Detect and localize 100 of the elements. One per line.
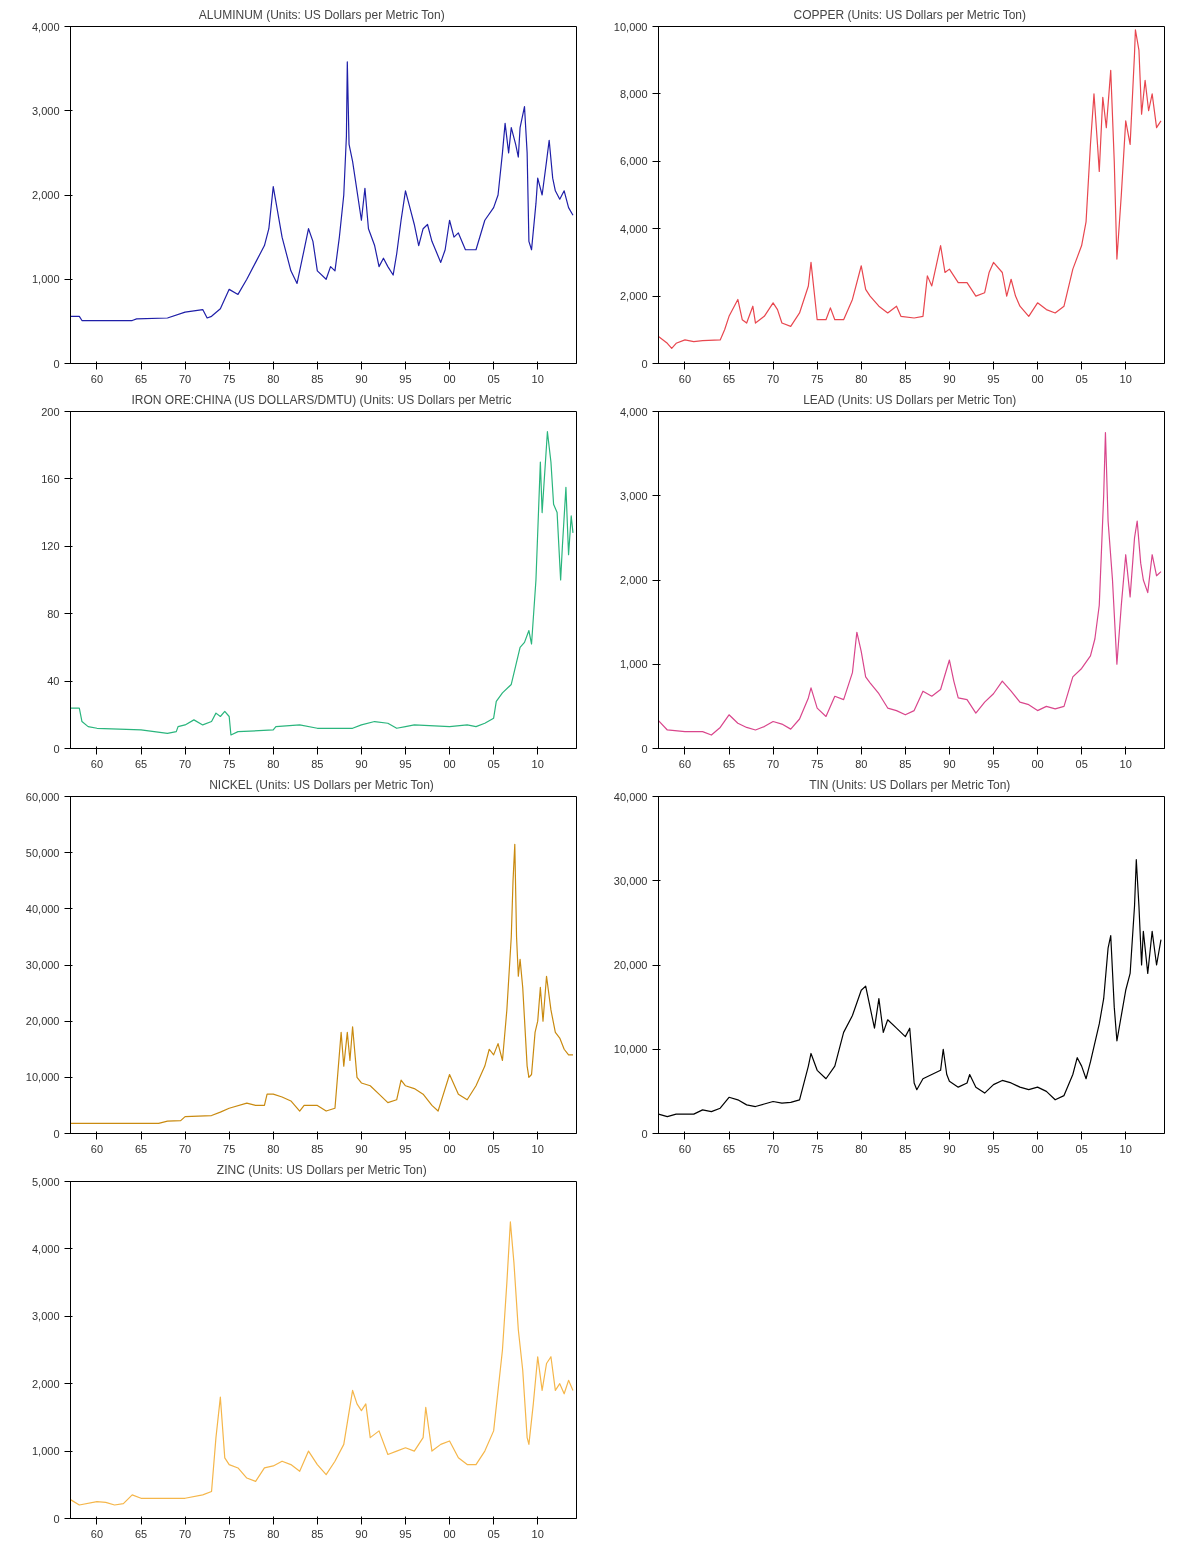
- x-tick-label: 00: [1031, 1142, 1044, 1155]
- x-tick-label: 70: [766, 1142, 780, 1155]
- y-tick-label: 2,000: [619, 574, 648, 586]
- x-tick-label: 10: [531, 1142, 544, 1155]
- x-tick-label: 60: [90, 1142, 104, 1155]
- x-tick-label: 95: [399, 1527, 412, 1540]
- y-tick-label: 1,000: [31, 273, 60, 286]
- x-tick-label: 80: [855, 1142, 868, 1155]
- x-tick-label: 75: [223, 1527, 236, 1540]
- x-tick-label: 90: [943, 372, 956, 385]
- x-tick-label: 00: [1031, 757, 1044, 770]
- x-tick-label: 60: [678, 1142, 692, 1155]
- x-tick-label: 65: [134, 1142, 148, 1155]
- y-tick-label: 8,000: [619, 87, 648, 100]
- x-tick-label: 90: [355, 1527, 368, 1540]
- x-tick-label: 80: [267, 1142, 280, 1155]
- x-tick-label: 05: [487, 1142, 500, 1155]
- x-tick-label: 05: [487, 1527, 500, 1540]
- x-tick-label: 05: [487, 757, 500, 770]
- x-tick-label: 75: [811, 757, 824, 770]
- x-tick-label: 75: [811, 372, 824, 385]
- x-tick-label: 75: [811, 1142, 824, 1155]
- y-tick-label: 2,000: [619, 290, 648, 303]
- chart-title: ALUMINUM (Units: US Dollars per Metric Ton): [198, 7, 445, 22]
- x-tick-label: 65: [134, 372, 148, 385]
- x-tick-label: 95: [399, 372, 412, 385]
- y-tick-label: 0: [641, 357, 648, 370]
- y-tick-label: 0: [53, 1512, 60, 1525]
- y-tick-label: 5,000: [31, 1175, 60, 1188]
- y-tick-label: 0: [53, 742, 60, 755]
- x-tick-label: 80: [267, 757, 280, 770]
- y-tick-label: 0: [641, 742, 648, 755]
- y-tick-label: 1,000: [31, 1445, 60, 1458]
- x-tick-label: 65: [722, 1142, 736, 1155]
- x-tick-label: 65: [722, 372, 736, 385]
- y-tick-label: 2,000: [31, 189, 60, 201]
- x-tick-label: 85: [311, 1527, 324, 1540]
- chart-title: NICKEL (Units: US Dollars per Metric Ton): [209, 777, 434, 792]
- x-tick-label: 75: [223, 757, 236, 770]
- x-tick-label: 65: [134, 757, 148, 770]
- chart-title: TIN (Units: US Dollars per Metric Ton): [809, 777, 1011, 792]
- x-tick-label: 75: [223, 372, 236, 385]
- x-tick-label: 85: [311, 1142, 324, 1155]
- x-tick-label: 05: [1075, 1142, 1088, 1155]
- chart-title: IRON ORE:CHINA (US DOLLARS/DMTU) (Units: US Dollars per Metric: [131, 392, 512, 407]
- y-tick-label: 4,000: [31, 1242, 60, 1255]
- x-tick-label: 95: [987, 372, 1000, 385]
- x-tick-label: 90: [943, 1142, 956, 1155]
- y-tick-label: 60,000: [25, 790, 60, 803]
- y-tick-label: 50,000: [25, 846, 60, 859]
- x-tick-label: 60: [678, 757, 692, 770]
- x-tick-label: 95: [399, 757, 412, 770]
- y-tick-label: 10,000: [613, 1043, 648, 1056]
- x-tick-label: 10: [531, 372, 544, 385]
- y-tick-label: 160: [41, 472, 60, 485]
- x-tick-label: 00: [443, 757, 456, 770]
- chart-title: COPPER (Units: US Dollars per Metric Ton): [793, 7, 1026, 22]
- x-tick-label: 85: [899, 757, 912, 770]
- x-tick-label: 10: [531, 757, 544, 770]
- x-tick-label: 80: [855, 372, 868, 385]
- y-tick-label: 6,000: [619, 155, 648, 168]
- x-tick-label: 90: [355, 757, 368, 770]
- x-tick-label: 00: [443, 1527, 456, 1540]
- x-tick-label: 80: [267, 1527, 280, 1540]
- y-tick-label: 0: [641, 1127, 648, 1140]
- x-tick-label: 95: [987, 757, 1000, 770]
- x-tick-label: 05: [1075, 372, 1088, 385]
- x-tick-label: 05: [487, 372, 500, 385]
- y-tick-label: 4,000: [31, 20, 60, 33]
- y-tick-label: 40,000: [25, 902, 60, 915]
- y-tick-label: 10,000: [613, 20, 648, 33]
- x-tick-label: 70: [178, 757, 192, 770]
- y-tick-label: 4,000: [619, 222, 648, 235]
- y-tick-label: 80: [47, 607, 60, 620]
- x-tick-label: 70: [178, 372, 192, 385]
- x-tick-label: 05: [1075, 757, 1088, 770]
- x-tick-label: 65: [134, 1527, 148, 1540]
- x-tick-label: 90: [355, 1142, 368, 1155]
- x-tick-label: 00: [1031, 372, 1044, 385]
- x-tick-label: 70: [766, 757, 780, 770]
- y-tick-label: 20,000: [25, 1015, 60, 1028]
- x-tick-label: 90: [943, 757, 956, 770]
- x-tick-label: 00: [443, 372, 456, 385]
- chart-title: ZINC (Units: US Dollars per Metric Ton): [216, 1162, 427, 1177]
- y-tick-label: 3,000: [619, 489, 648, 502]
- y-tick-label: 40: [47, 675, 60, 688]
- chart-title: LEAD (Units: US Dollars per Metric Ton): [803, 392, 1017, 407]
- y-tick-label: 1,000: [619, 658, 648, 671]
- x-tick-label: 10: [1119, 1142, 1132, 1155]
- x-tick-label: 10: [1119, 372, 1132, 385]
- y-tick-label: 20,000: [613, 959, 648, 971]
- x-tick-label: 10: [1119, 757, 1132, 770]
- x-tick-label: 70: [766, 372, 780, 385]
- y-tick-label: 0: [53, 1127, 60, 1140]
- y-tick-label: 40,000: [613, 790, 648, 803]
- x-tick-label: 60: [90, 757, 104, 770]
- x-tick-label: 10: [531, 1527, 544, 1540]
- y-tick-label: 10,000: [25, 1071, 60, 1084]
- x-tick-label: 60: [90, 372, 104, 385]
- y-tick-label: 120: [41, 540, 60, 553]
